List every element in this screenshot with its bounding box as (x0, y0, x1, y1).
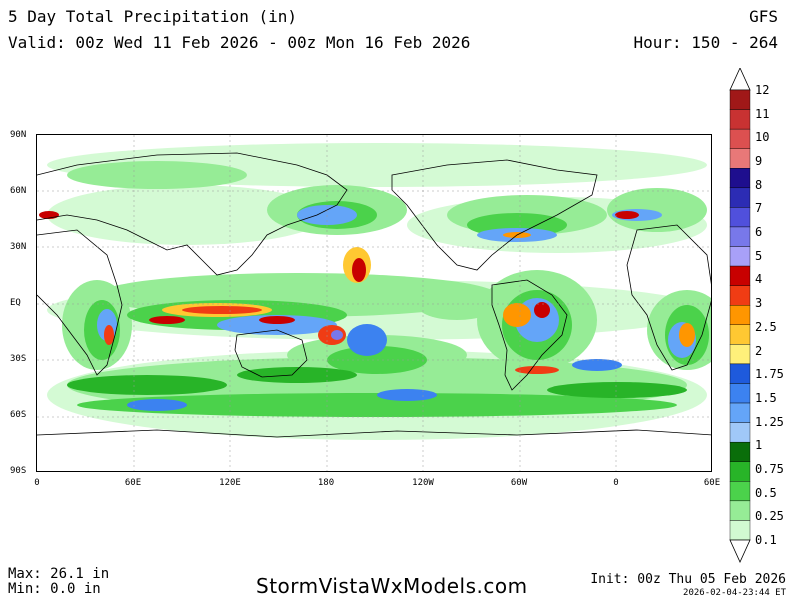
lon-label-0-east: 0 (613, 478, 619, 488)
lon-label-0: 0 (34, 478, 40, 488)
colorbar-level-label: 7 (755, 201, 763, 216)
valid-period: Valid: 00z Wed 11 Feb 2026 - 00z Mon 16 … (8, 33, 471, 52)
init-time: Init: 00z Thu 05 Feb 2026 (590, 572, 786, 587)
min-value: Min: 0.0 in (8, 581, 101, 597)
colorbar-segment (729, 422, 751, 443)
europe-asia-outline (37, 152, 348, 276)
lat-label-90s: 90S (10, 466, 27, 476)
lon-label-180: 180 (317, 478, 335, 488)
colorbar-level-label: 2 (755, 343, 763, 358)
colorbar-level-label: 1.75 (755, 367, 784, 382)
africa-east-outline (626, 224, 711, 371)
colorbar-segment (729, 285, 751, 306)
lat-label-30s: 30S (10, 354, 27, 364)
max-value: Max: 26.1 in (8, 566, 110, 582)
precip-heavy-areas (39, 211, 695, 374)
colorbar-level-label: 11 (755, 106, 770, 121)
lat-label-30n: 30N (10, 242, 27, 252)
colorbar-segment (729, 89, 751, 110)
lon-label-60e: 60E (124, 478, 142, 488)
australia-outline (234, 329, 308, 378)
colorbar-top-arrow (729, 68, 751, 91)
colorbar-segment (729, 402, 751, 423)
precipitation-map (36, 134, 712, 472)
colorbar-segment (729, 344, 751, 365)
colorbar-segment (729, 324, 751, 345)
antarctica-outline (37, 429, 711, 438)
colorbar-segment (729, 207, 751, 228)
colorbar-segment (729, 265, 751, 286)
site-name: StormVistaWxModels.com (256, 574, 528, 598)
colorbar-segment (729, 109, 751, 130)
colorbar-level-label: 0.25 (755, 509, 784, 524)
lon-label-60w: 60W (510, 478, 528, 488)
colorbar-segment (729, 363, 751, 384)
colorbar-segment (729, 168, 751, 189)
colorbar-level-label: 3 (755, 296, 763, 311)
colorbar-level-label: 0.75 (755, 461, 784, 476)
model-name: GFS (749, 7, 778, 26)
colorbar-level-label: 5 (755, 248, 763, 263)
lat-label-60s: 60S (10, 410, 27, 420)
colorbar-bottom-arrow (729, 539, 751, 563)
lat-label-90n: 90N (10, 130, 27, 140)
lon-label-120w: 120W (412, 478, 434, 488)
graticule (37, 135, 711, 471)
colorbar-level-label: 0.5 (755, 485, 777, 500)
colorbar-segment (729, 500, 751, 521)
colorbar-segment (729, 187, 751, 208)
colorbar-level-label: 8 (755, 177, 763, 192)
lat-label-eq: EQ (10, 298, 21, 308)
colorbar-segment (729, 520, 751, 541)
lon-label-120e: 120E (219, 478, 241, 488)
colorbar-level-label: 6 (755, 225, 763, 240)
forecast-hour-range: Hour: 150 - 264 (633, 33, 779, 52)
lon-label-60e-east: 60E (703, 478, 721, 488)
map-title: 5 Day Total Precipitation (in) (8, 7, 297, 26)
colorbar (729, 68, 751, 563)
continent-outlines (37, 152, 711, 438)
colorbar-level-label: 4 (755, 272, 763, 287)
colorbar-level-label: 9 (755, 154, 763, 169)
north-america-outline (391, 159, 598, 271)
colorbar-segment (729, 246, 751, 267)
colorbar-segment (729, 481, 751, 502)
colorbar-segment (729, 461, 751, 482)
colorbar-segment (729, 128, 751, 149)
lat-label-60n: 60N (10, 186, 27, 196)
colorbar-level-label: 2.5 (755, 319, 777, 334)
colorbar-level-label: 1 (755, 438, 763, 453)
colorbar-level-label: 1.25 (755, 414, 784, 429)
colorbar-level-label: 1.5 (755, 390, 777, 405)
africa-outline (37, 229, 123, 376)
generated-timestamp: 2026-02-04-23:44 ET (683, 588, 786, 598)
colorbar-level-label: 12 (755, 83, 770, 97)
colorbar-segment (729, 383, 751, 404)
colorbar-level-label: 10 (755, 130, 770, 145)
colorbar-level-label: 0.1 (755, 533, 777, 547)
colorbar-segment (729, 148, 751, 169)
colorbar-segment (729, 441, 751, 462)
colorbar-segment (729, 305, 751, 325)
colorbar-segment (729, 226, 751, 247)
south-america-outline (491, 279, 568, 391)
